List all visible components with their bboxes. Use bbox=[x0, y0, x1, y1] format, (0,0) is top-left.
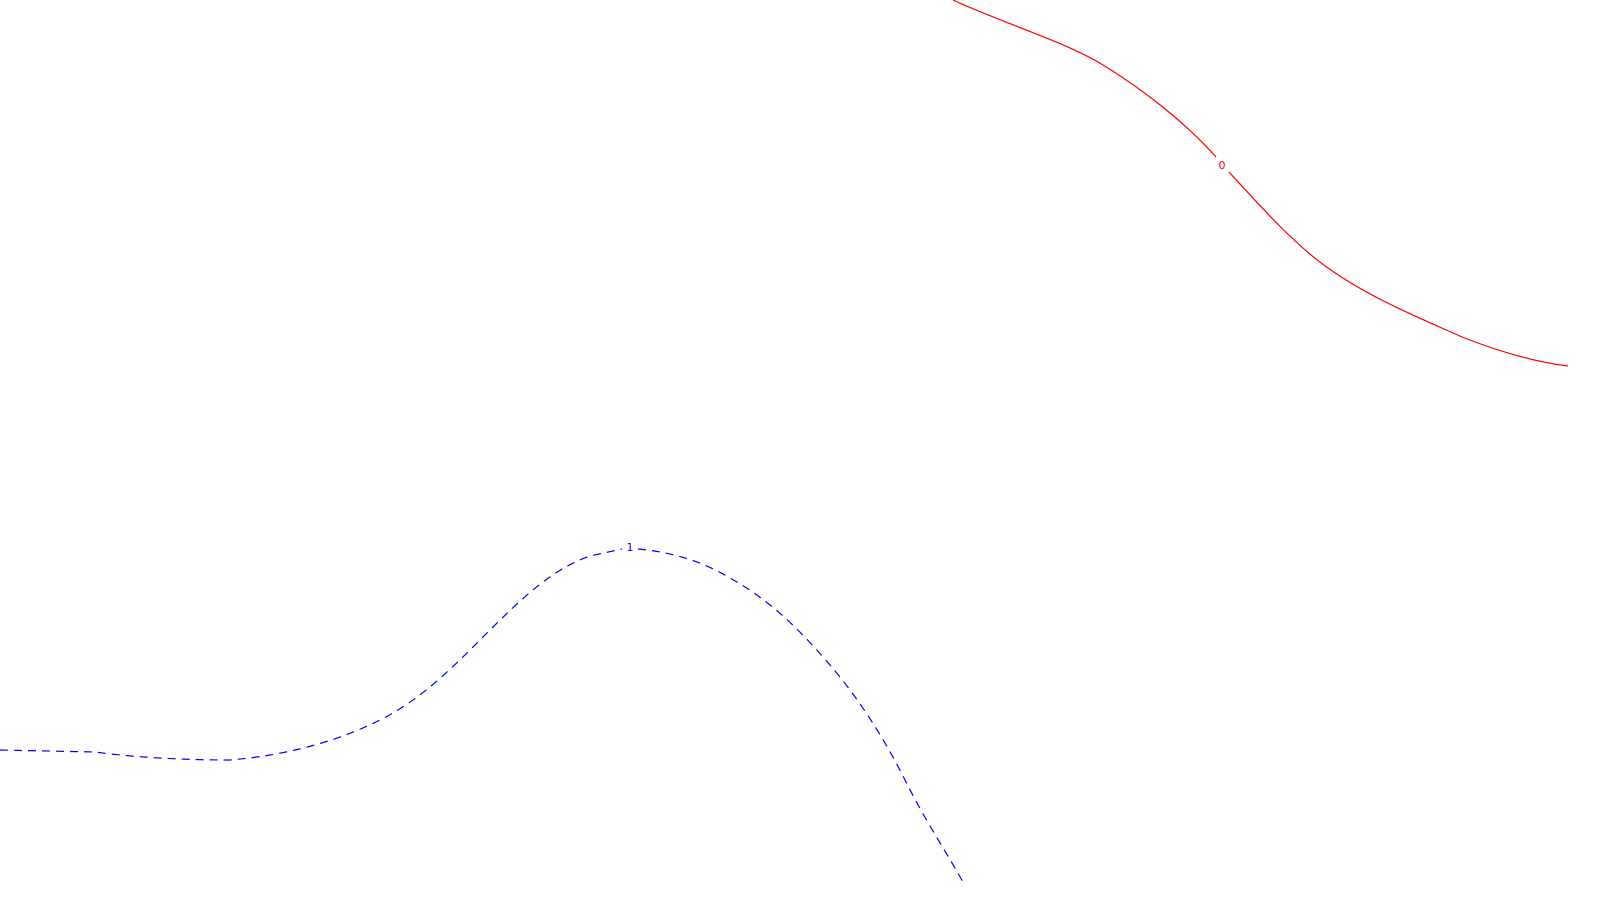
contour-line-1 bbox=[0, 548, 964, 883]
contour-line-0 bbox=[952, 0, 1569, 367]
contour-label-0: 0 bbox=[1219, 159, 1226, 172]
contour-label-1: 1 bbox=[627, 541, 634, 554]
